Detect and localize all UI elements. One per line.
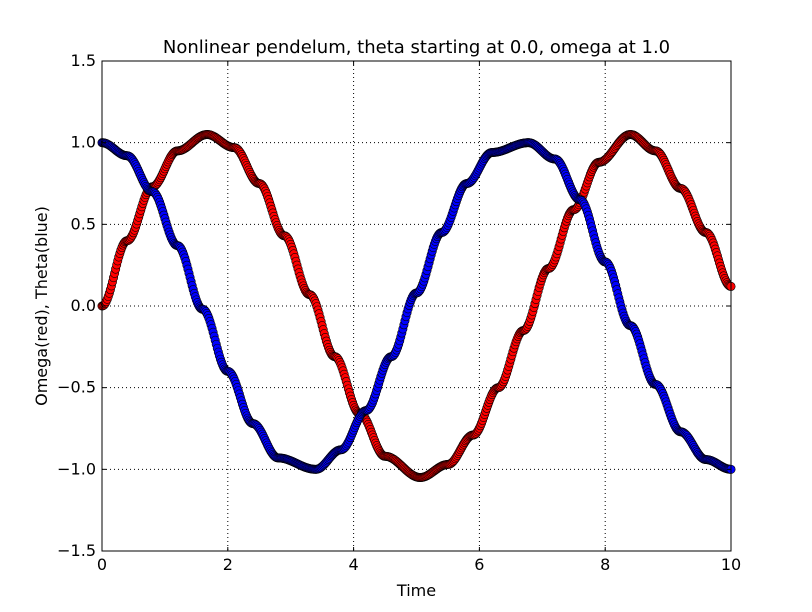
x-tick-label: 10	[721, 555, 741, 574]
y-tick-label: 0.0	[71, 296, 96, 315]
series-layer	[97, 130, 736, 482]
x-tick-label: 8	[600, 555, 610, 574]
y-tick-label: 1.5	[71, 51, 96, 70]
y-tick-label: 0.5	[71, 214, 96, 233]
x-tick-label: 0	[97, 555, 107, 574]
y-axis-label: Omega(red), Theta(blue)	[32, 206, 51, 406]
series-1	[97, 138, 736, 474]
y-tick-label: 1.0	[71, 133, 96, 152]
series-0	[97, 130, 736, 482]
chart-title: Nonlinear pendelum, theta starting at 0.…	[163, 37, 670, 58]
y-tick-label: −1.0	[57, 459, 96, 478]
grid	[102, 61, 731, 551]
x-tick-label: 2	[223, 555, 233, 574]
x-tick-label: 4	[349, 555, 359, 574]
ticks: 0 2 4 6 8 10 1.5 1.0 0.5 0.0 −0.5 −1.0 −1.5	[57, 51, 741, 574]
x-tick-label: 6	[474, 555, 484, 574]
y-tick-label: −0.5	[57, 378, 96, 397]
x-axis-label: Time	[396, 581, 436, 600]
y-tick-label: −1.5	[57, 541, 96, 560]
